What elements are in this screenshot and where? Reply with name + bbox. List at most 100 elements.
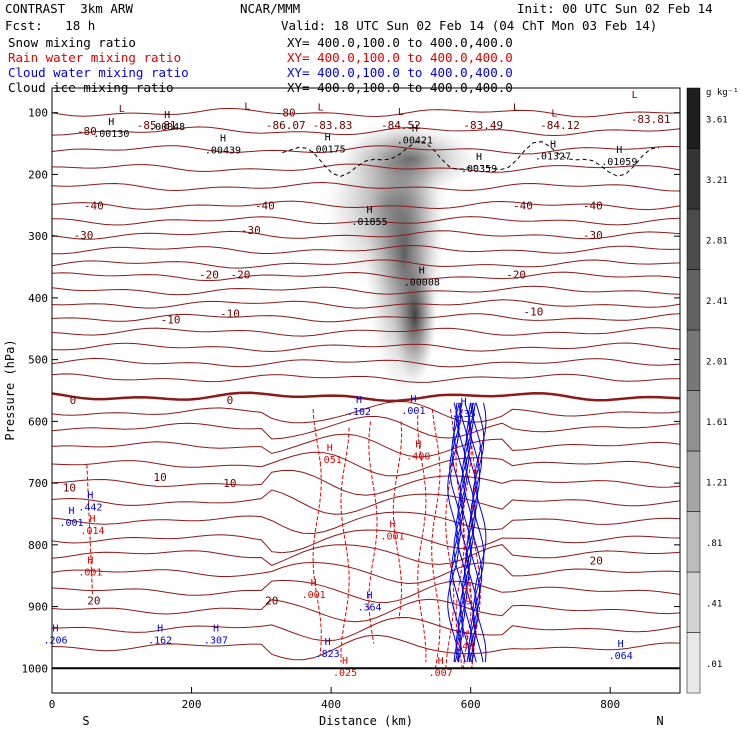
colorbar-level-label: 1.21 [706, 478, 728, 488]
colorbar-segment [686, 269, 701, 331]
rain-contour [431, 408, 441, 669]
maximum-value-label: .00048 [149, 122, 185, 133]
maximum-value-label: .001 [59, 518, 83, 529]
plot-frame [51, 87, 681, 694]
isotherm-label: -83.83 [313, 119, 353, 132]
cloud-water-contour [474, 402, 487, 663]
maximum-value-label: .135 [452, 409, 476, 420]
isotherm-label: -10 [161, 314, 181, 327]
maximum-marker: H [462, 585, 468, 596]
isotherm-line [52, 616, 680, 642]
maximum-marker: H [410, 394, 416, 405]
maximum-value-label: .001 [302, 590, 326, 601]
isotherm-label: -30 [583, 229, 603, 242]
cloud-water-contour [468, 402, 481, 663]
maximum-marker: H [389, 520, 395, 531]
isotherm-label: 0 [227, 394, 234, 407]
maximum-value-label: .001 [78, 568, 102, 579]
maximum-marker: H [366, 205, 372, 216]
isotherm-line [52, 433, 680, 458]
maximum-value-label: .01855 [351, 217, 387, 228]
maximum-value-label: .01327 [535, 151, 571, 162]
cloud-water-contour [449, 402, 462, 663]
maximum-marker: H [157, 623, 163, 634]
cloud-water-contour [465, 402, 479, 663]
maximum-value-label: .064 [609, 651, 633, 662]
isotherm-label: -85.81 [137, 119, 177, 132]
snow-plume-blob [393, 248, 436, 385]
y-tick-label: 600 [28, 415, 48, 428]
isotherm-line [52, 313, 680, 323]
maximum-marker: H [87, 556, 93, 567]
header-right1: Init: 00 UTC Sun 02 Feb 14 [517, 1, 713, 16]
rain-contour [312, 408, 322, 657]
maximum-marker: H [52, 623, 58, 634]
isotherm-line [52, 285, 680, 296]
isotherm-label: 10 [154, 471, 167, 484]
rain-contour [462, 421, 472, 669]
maximum-value-label: .00439 [205, 145, 241, 156]
maximum-value-label: .40 [456, 642, 474, 653]
isotherm-label: -80 [276, 107, 296, 120]
y-tick-label: 200 [28, 168, 48, 181]
rain-contour [417, 415, 427, 663]
y-tick-label: 400 [28, 292, 48, 305]
field-name-cloudwater: Cloud water mixing ratio [8, 65, 189, 80]
maximum-value-label: .400 [406, 451, 430, 462]
x-tick-label: 800 [600, 698, 620, 711]
header-center1: NCAR/MMM [240, 1, 301, 16]
rain-contour [392, 421, 403, 619]
colorbar-level-label: .01 [706, 660, 722, 670]
isotherm-label: -84.12 [540, 119, 580, 132]
y-tick-label: 100 [28, 107, 48, 120]
header-left2: Fcst: 18 h [5, 18, 96, 33]
isotherm-line [52, 126, 680, 137]
isotherm-line [52, 451, 680, 477]
colorbar-level-label: .81 [706, 539, 722, 549]
colorbar-level-label: 2.41 [706, 297, 728, 307]
maximum-value-label: .00359 [461, 164, 497, 175]
isotherm-line [52, 200, 680, 211]
maximum-marker: H [327, 443, 333, 454]
isotherm-label: -40 [583, 199, 603, 212]
maximum-marker: H [616, 145, 622, 156]
isotherm-line [52, 373, 680, 383]
rain-contour [86, 464, 93, 595]
isotherm-label: 20 [87, 594, 100, 607]
cloud-water-contour [457, 402, 470, 663]
isotherm-label: 0 [70, 394, 77, 407]
isotherm-line [52, 415, 680, 440]
y-tick-label: 1000 [22, 662, 49, 675]
maximum-marker: H [220, 133, 226, 144]
isotherm-line [52, 469, 680, 496]
maximum-marker: H [366, 591, 372, 602]
cloud-water-contour [472, 402, 485, 663]
maximum-marker: H [87, 491, 93, 502]
isotherm-line [52, 400, 680, 424]
colorbar-segment [686, 390, 701, 452]
colorbar-segment [686, 571, 701, 633]
maximum-value-label: .102 [347, 407, 371, 418]
maximum-value-label: .307 [204, 635, 228, 646]
isotherm-label: -86.07 [266, 119, 306, 132]
minimum-marker: L [513, 103, 519, 114]
maximum-value-label: .823 [316, 649, 340, 660]
maximum-value-label: .014 [80, 526, 104, 537]
maximum-marker: H [618, 639, 624, 650]
snow-mixing-ratio-shading [324, 112, 478, 397]
x-tick-label: 400 [321, 698, 341, 711]
cloud-water-contour [447, 402, 460, 663]
x-end-left-label: S [82, 714, 89, 728]
y-tick-label: 800 [28, 539, 48, 552]
colorbar-level-label: 2.01 [706, 357, 728, 367]
maximum-value-label: .007 [429, 668, 453, 679]
maximum-marker: H [550, 139, 556, 150]
y-tick-label: 700 [28, 477, 48, 490]
rain-contour [368, 421, 378, 644]
x-axis-label: Distance (km) [319, 714, 413, 728]
cloud-water-contour [451, 402, 464, 663]
rain-contour [465, 433, 476, 669]
colorbar-segment [686, 87, 701, 149]
isotherm-label: 10 [223, 477, 236, 490]
isotherm-label: -84.52 [381, 119, 421, 132]
